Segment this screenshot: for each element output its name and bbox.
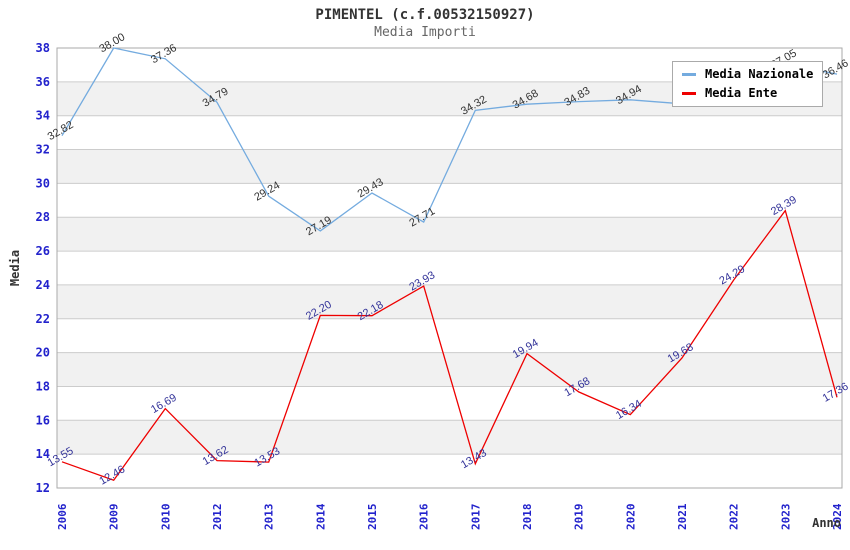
y-tick-label: 12 xyxy=(36,481,50,495)
grid-band xyxy=(57,217,842,252)
gridlines xyxy=(57,81,842,455)
plot-border xyxy=(56,47,843,489)
series-line-1 xyxy=(61,209,838,481)
chart-subtitle: Media Importi xyxy=(374,25,476,40)
grid-band xyxy=(57,420,842,455)
legend-label: Media Ente xyxy=(705,86,778,100)
x-tick-label: 2023 xyxy=(779,504,792,531)
y-tick-label: 24 xyxy=(36,278,50,292)
x-tick-label: 2006 xyxy=(56,503,69,530)
y-tick-label: 32 xyxy=(36,143,50,157)
y-tick-label: 38 xyxy=(36,41,50,55)
point-label: 16.34 xyxy=(614,398,644,422)
point-label: 37.36 xyxy=(149,42,179,66)
point-label: 36.46 xyxy=(821,57,850,81)
x-tick-label: 2017 xyxy=(469,504,482,531)
y-tick-label: 34 xyxy=(36,109,50,123)
x-tick-label: 2009 xyxy=(108,504,121,531)
point-label: 38.00 xyxy=(97,31,127,55)
y-tick-label: 18 xyxy=(36,379,50,393)
x-tick-label: 2018 xyxy=(521,504,534,531)
x-tick-label: 2021 xyxy=(676,503,689,530)
y-tick-label: 28 xyxy=(36,210,50,224)
y-tick-label: 36 xyxy=(36,75,50,89)
y-tick-label: 22 xyxy=(36,312,50,326)
point-label: 16.69 xyxy=(149,392,179,416)
legend-item: Media Nazionale xyxy=(682,67,813,81)
x-tick-label: 2013 xyxy=(263,504,276,531)
x-tick-label: 2010 xyxy=(159,504,172,531)
y-axis-title: Media xyxy=(8,250,22,286)
y-tick-label: 30 xyxy=(36,176,50,190)
y-tick-label: 26 xyxy=(36,244,50,258)
x-tick-label: 2016 xyxy=(418,503,431,530)
x-tick-label: 2019 xyxy=(573,504,586,531)
point-label: 12.46 xyxy=(97,463,127,487)
x-tick-label: 2014 xyxy=(314,503,327,530)
x-tick-label: 2024 xyxy=(831,503,844,530)
grid-band xyxy=(57,284,842,319)
point-label: 24.29 xyxy=(717,263,747,287)
x-tick-label: 2020 xyxy=(624,504,637,531)
legend-swatch-icon xyxy=(682,91,696,95)
chart-title: PIMENTEL (c.f.00532150927) xyxy=(315,7,534,23)
legend-swatch-icon xyxy=(682,72,696,76)
x-axis-title: Anno xyxy=(812,516,841,530)
grid-band xyxy=(57,352,842,387)
x-tick-label: 2012 xyxy=(211,504,224,531)
legend-label: Media Nazionale xyxy=(705,67,814,81)
y-tick-label: 16 xyxy=(36,413,50,427)
y-tick-label: 20 xyxy=(36,346,50,360)
legend: Media Nazionale Media Ente xyxy=(672,61,824,107)
point-label: 32.82 xyxy=(46,119,76,143)
x-tick-label: 2015 xyxy=(366,504,379,531)
y-tick-label: 14 xyxy=(36,447,50,461)
legend-item: Media Ente xyxy=(682,86,813,100)
point-label: 28.39 xyxy=(769,194,799,218)
plot-border-rect xyxy=(56,47,843,489)
x-tick-label: 2022 xyxy=(728,504,741,531)
